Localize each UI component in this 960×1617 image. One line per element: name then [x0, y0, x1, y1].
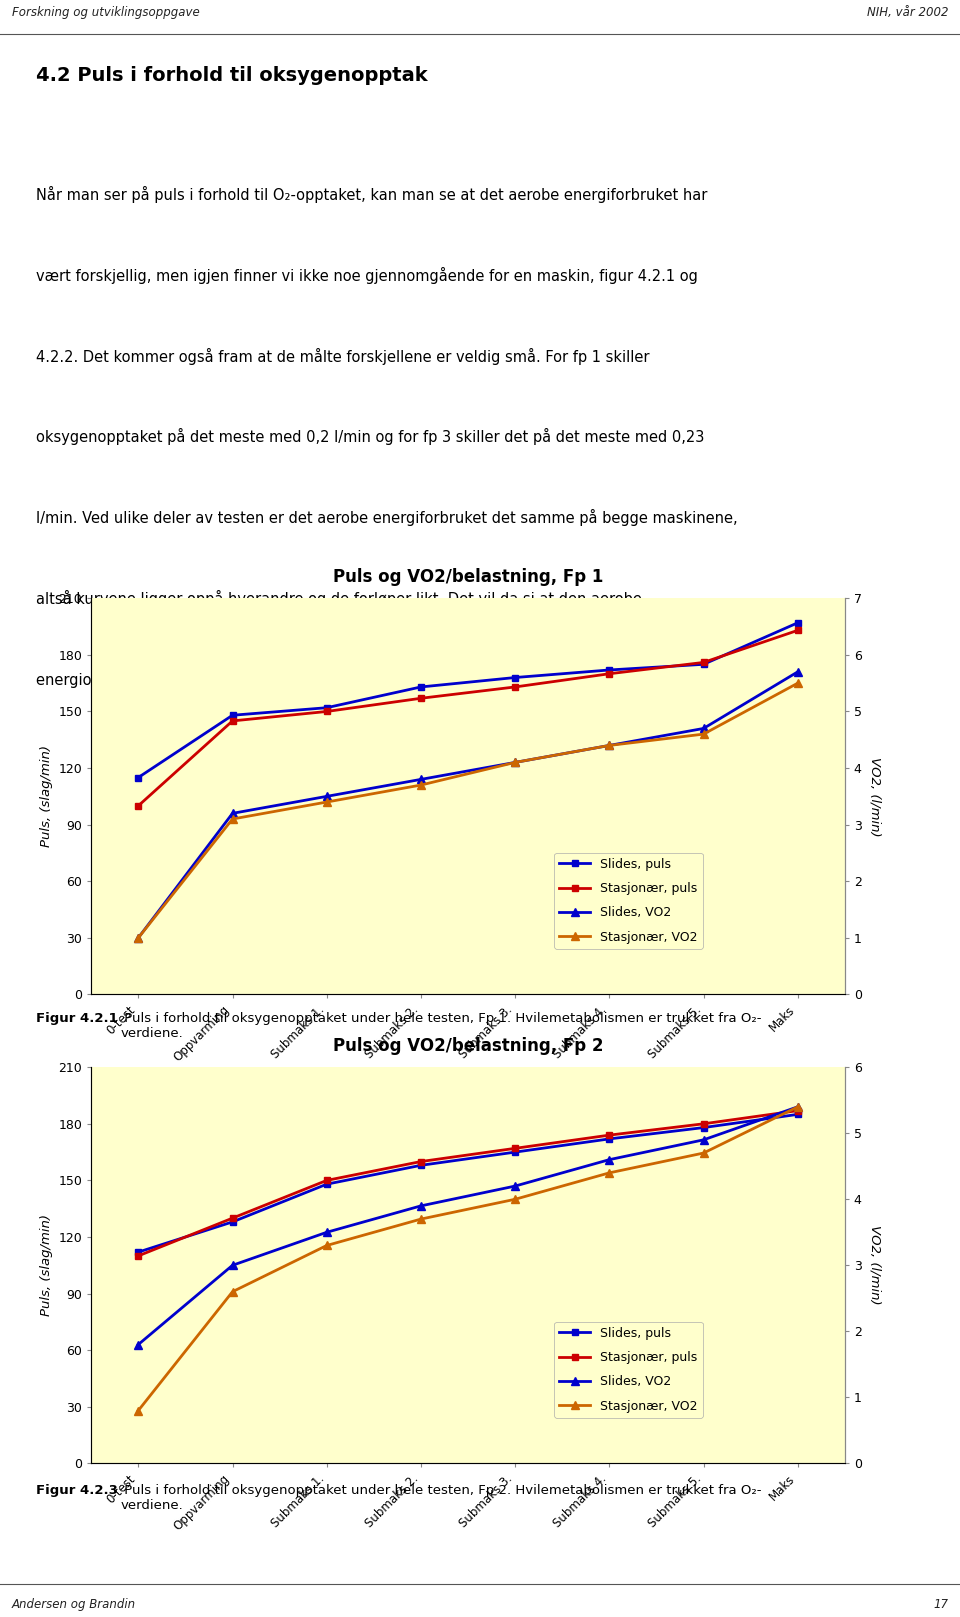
Text: 4.2 Puls i forhold til oksygenopptak: 4.2 Puls i forhold til oksygenopptak [36, 66, 428, 86]
Y-axis label: VO2, (l/min): VO2, (l/min) [868, 1226, 881, 1305]
Text: Puls i forhold til oksygenopptaket under hele testen, Fp 2. Hvilemetabolismen er: Puls i forhold til oksygenopptaket under… [120, 1484, 762, 1512]
Text: energiomsetningen utvikler seg nokså likt, uavhengig av hvilken maskin man benyt: energiomsetningen utvikler seg nokså lik… [36, 671, 678, 687]
Text: NIH, vår 2002: NIH, vår 2002 [867, 6, 948, 19]
Title: Puls og VO2/belastning, Fp 1: Puls og VO2/belastning, Fp 1 [333, 568, 603, 585]
Text: oksygenopptaket på det meste med 0,2 l/min og for fp 3 skiller det på det meste : oksygenopptaket på det meste med 0,2 l/m… [36, 429, 705, 445]
Text: altså kurvene ligger oppå hverandre og de forløper likt. Det vil da si at den ae: altså kurvene ligger oppå hverandre og d… [36, 590, 642, 606]
Text: Figur 4.2.1: Figur 4.2.1 [36, 1012, 118, 1025]
Y-axis label: Puls, (slag/min): Puls, (slag/min) [39, 745, 53, 847]
Text: l/min. Ved ulike deler av testen er det aerobe energiforbruket det samme på begg: l/min. Ved ulike deler av testen er det … [36, 509, 738, 526]
Text: 17: 17 [933, 1598, 948, 1611]
Text: Puls i forhold til oksygenopptaket under hele testen, Fp 1. Hvilemetabolismen er: Puls i forhold til oksygenopptaket under… [120, 1012, 762, 1040]
Text: vært forskjellig, men igjen finner vi ikke noe gjennomgående for en maskin, figu: vært forskjellig, men igjen finner vi ik… [36, 267, 698, 285]
Text: Når man ser på puls i forhold til O₂-opptaket, kan man se at det aerobe energifo: Når man ser på puls i forhold til O₂-opp… [36, 186, 708, 204]
Legend: Slides, puls, Stasjonær, puls, Slides, VO2, Stasjonær, VO2: Slides, puls, Stasjonær, puls, Slides, V… [554, 1321, 703, 1418]
Text: Andersen og Brandin: Andersen og Brandin [12, 1598, 135, 1611]
Title: Puls og VO2/belastning, Fp 2: Puls og VO2/belastning, Fp 2 [333, 1036, 603, 1054]
Y-axis label: Puls, (slag/min): Puls, (slag/min) [39, 1214, 53, 1316]
Text: Forskning og utviklingsoppgave: Forskning og utviklingsoppgave [12, 6, 200, 19]
Legend: Slides, puls, Stasjonær, puls, Slides, VO2, Stasjonær, VO2: Slides, puls, Stasjonær, puls, Slides, V… [554, 852, 703, 949]
Text: Figur 4.2.3: Figur 4.2.3 [36, 1484, 118, 1497]
Text: 4.2.2. Det kommer også fram at de målte forskjellene er veldig små. For fp 1 ski: 4.2.2. Det kommer også fram at de målte … [36, 348, 650, 365]
Y-axis label: VO2, (l/min): VO2, (l/min) [868, 757, 881, 836]
